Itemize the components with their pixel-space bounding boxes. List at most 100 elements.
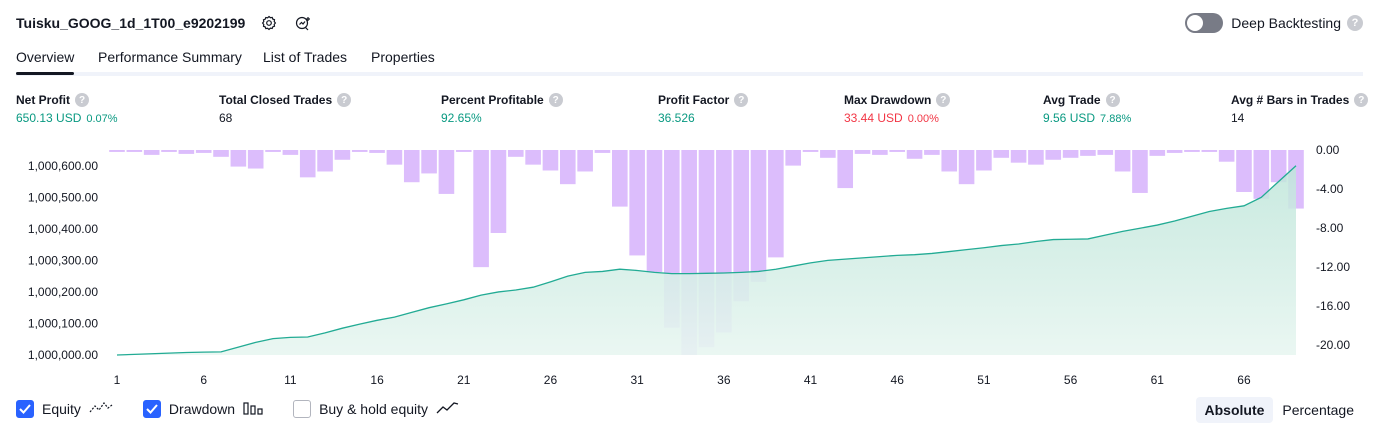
drawdown-bar bbox=[109, 150, 125, 152]
buy-hold-toggle[interactable]: Buy & hold equity bbox=[293, 400, 460, 418]
drawdown-bar bbox=[1097, 150, 1114, 155]
drawdown-bar bbox=[161, 150, 177, 152]
drawdown-bar bbox=[1270, 150, 1287, 183]
deep-backtesting-label: Deep Backtesting bbox=[1231, 15, 1341, 31]
drawdown-checkbox[interactable] bbox=[142, 400, 161, 418]
drawdown-toggle[interactable]: Drawdown bbox=[142, 400, 263, 418]
drawdown-bar bbox=[768, 150, 784, 258]
stat-label: Net Profit bbox=[16, 93, 70, 107]
equity-checkbox[interactable] bbox=[16, 400, 34, 418]
drawdown-bar bbox=[629, 150, 645, 256]
drawdown-bar bbox=[1080, 150, 1096, 156]
equity-line-icon bbox=[89, 401, 113, 418]
drawdown-bar bbox=[1253, 150, 1270, 199]
stat-percent-profitable: Percent Profitable? 92.65% bbox=[441, 93, 563, 125]
right-axis-tick-label: -8.00 bbox=[1316, 221, 1344, 235]
drawdown-bar bbox=[438, 150, 455, 194]
equity-toggle[interactable]: Equity bbox=[16, 400, 113, 418]
drawdown-bar bbox=[646, 150, 663, 273]
stat-max-drawdown: Max Drawdown? 33.44 USD 0.00% bbox=[844, 93, 951, 125]
drawdown-bar bbox=[1062, 150, 1079, 158]
chart-legend: Equity Drawdown Buy & hold equity bbox=[16, 400, 490, 418]
x-axis-tick-label: 46 bbox=[891, 373, 905, 387]
drawdown-bar bbox=[612, 150, 628, 207]
drawdown-bar bbox=[490, 150, 507, 233]
right-axis-tick-label: -4.00 bbox=[1316, 182, 1344, 196]
drawdown-bar bbox=[386, 150, 403, 165]
buy-hold-checkbox[interactable] bbox=[293, 400, 312, 418]
stat-label: Max Drawdown bbox=[844, 93, 932, 107]
percentage-button[interactable]: Percentage bbox=[1282, 402, 1354, 418]
drawdown-bar bbox=[525, 150, 541, 165]
drawdown-bar bbox=[837, 150, 854, 189]
left-axis-tick-label: 1,000,400.00 bbox=[28, 222, 98, 236]
drawdown-bar bbox=[126, 150, 143, 152]
settings-icon[interactable] bbox=[258, 12, 280, 34]
drawdown-bar bbox=[889, 150, 906, 152]
help-icon[interactable]: ? bbox=[936, 93, 951, 107]
drawdown-bar bbox=[143, 150, 160, 155]
x-axis-tick-label: 66 bbox=[1237, 373, 1251, 387]
stat-avg-trade: Avg Trade? 9.56 USD 7.88% bbox=[1043, 93, 1131, 125]
drawdown-bar bbox=[230, 150, 247, 167]
tab-list-of-trades[interactable]: List of Trades bbox=[263, 49, 348, 65]
drawdown-bar bbox=[1045, 150, 1062, 160]
deep-backtesting-toggle[interactable] bbox=[1185, 13, 1224, 33]
right-axis-tick-label: -12.00 bbox=[1316, 260, 1350, 274]
stat-value: 33.44 USD bbox=[844, 111, 903, 125]
tab-properties[interactable]: Properties bbox=[371, 49, 435, 65]
x-axis-tick-label: 36 bbox=[717, 373, 731, 387]
drawdown-bar bbox=[976, 150, 992, 171]
tab-performance-summary[interactable]: Performance Summary bbox=[98, 49, 242, 65]
drawdown-bar bbox=[1184, 150, 1200, 152]
left-axis-tick-label: 1,000,200.00 bbox=[28, 285, 98, 299]
help-icon[interactable]: ? bbox=[548, 93, 563, 107]
absolute-button[interactable]: Absolute bbox=[1195, 397, 1274, 423]
stat-value: 92.65% bbox=[441, 111, 482, 125]
help-icon[interactable]: ? bbox=[1347, 15, 1363, 31]
drawdown-bar bbox=[455, 150, 472, 152]
x-axis-tick-label: 26 bbox=[544, 373, 558, 387]
equity-drawdown-chart: 1,000,600.00 1,000,500.00 1,000,400.00 1,00… bbox=[28, 143, 1350, 387]
left-axis-tick-label: 1,000,300.00 bbox=[28, 253, 98, 267]
drawdown-bar bbox=[542, 150, 559, 171]
add-to-chart-icon[interactable] bbox=[292, 12, 314, 34]
stat-value: 68 bbox=[219, 111, 233, 125]
stat-percent: 0.07% bbox=[86, 113, 118, 125]
tab-bar: Overview Performance Summary List of Tra… bbox=[16, 46, 1363, 76]
drawdown-bar bbox=[941, 150, 958, 172]
x-axis-tick-label: 6 bbox=[200, 373, 207, 387]
stat-value: 14 bbox=[1231, 111, 1245, 125]
drawdown-bars-icon bbox=[243, 401, 263, 418]
drawdown-bar bbox=[906, 150, 923, 159]
right-axis-tick-label: 0.00 bbox=[1316, 143, 1340, 157]
drawdown-bar bbox=[785, 150, 801, 166]
left-axis-tick-label: 1,000,600.00 bbox=[28, 159, 98, 173]
x-axis-tick-label: 21 bbox=[457, 373, 471, 387]
help-icon[interactable]: ? bbox=[1354, 93, 1369, 107]
drawdown-bar bbox=[299, 150, 316, 178]
stat-label: Profit Factor bbox=[658, 93, 730, 107]
drawdown-bar bbox=[265, 150, 281, 152]
help-icon[interactable]: ? bbox=[337, 93, 352, 107]
x-axis-tick-label: 41 bbox=[804, 373, 818, 387]
stat-profit-factor: Profit Factor? 36.526 bbox=[658, 93, 749, 125]
drawdown-bar bbox=[993, 150, 1010, 158]
x-axis-tick-label: 11 bbox=[284, 373, 297, 387]
help-icon[interactable]: ? bbox=[75, 93, 89, 107]
stat-value: 650.13 USD bbox=[16, 111, 82, 125]
tab-overview[interactable]: Overview bbox=[16, 49, 75, 75]
drawdown-bar bbox=[178, 150, 195, 154]
drawdown-bar bbox=[820, 150, 836, 158]
value-mode-switch: Absolute Percentage bbox=[1195, 397, 1364, 423]
help-icon[interactable]: ? bbox=[734, 93, 749, 107]
help-icon[interactable]: ? bbox=[1105, 93, 1120, 107]
drawdown-bar bbox=[403, 150, 420, 183]
left-axis-tick-label: 1,000,100.00 bbox=[28, 316, 98, 330]
drawdown-bar bbox=[577, 150, 593, 172]
drawdown-bar bbox=[507, 150, 524, 157]
equity-area bbox=[117, 165, 1296, 355]
stat-percent: 0.00% bbox=[907, 113, 939, 125]
drawdown-bar bbox=[958, 150, 975, 185]
drawdown-bar bbox=[1149, 150, 1166, 156]
